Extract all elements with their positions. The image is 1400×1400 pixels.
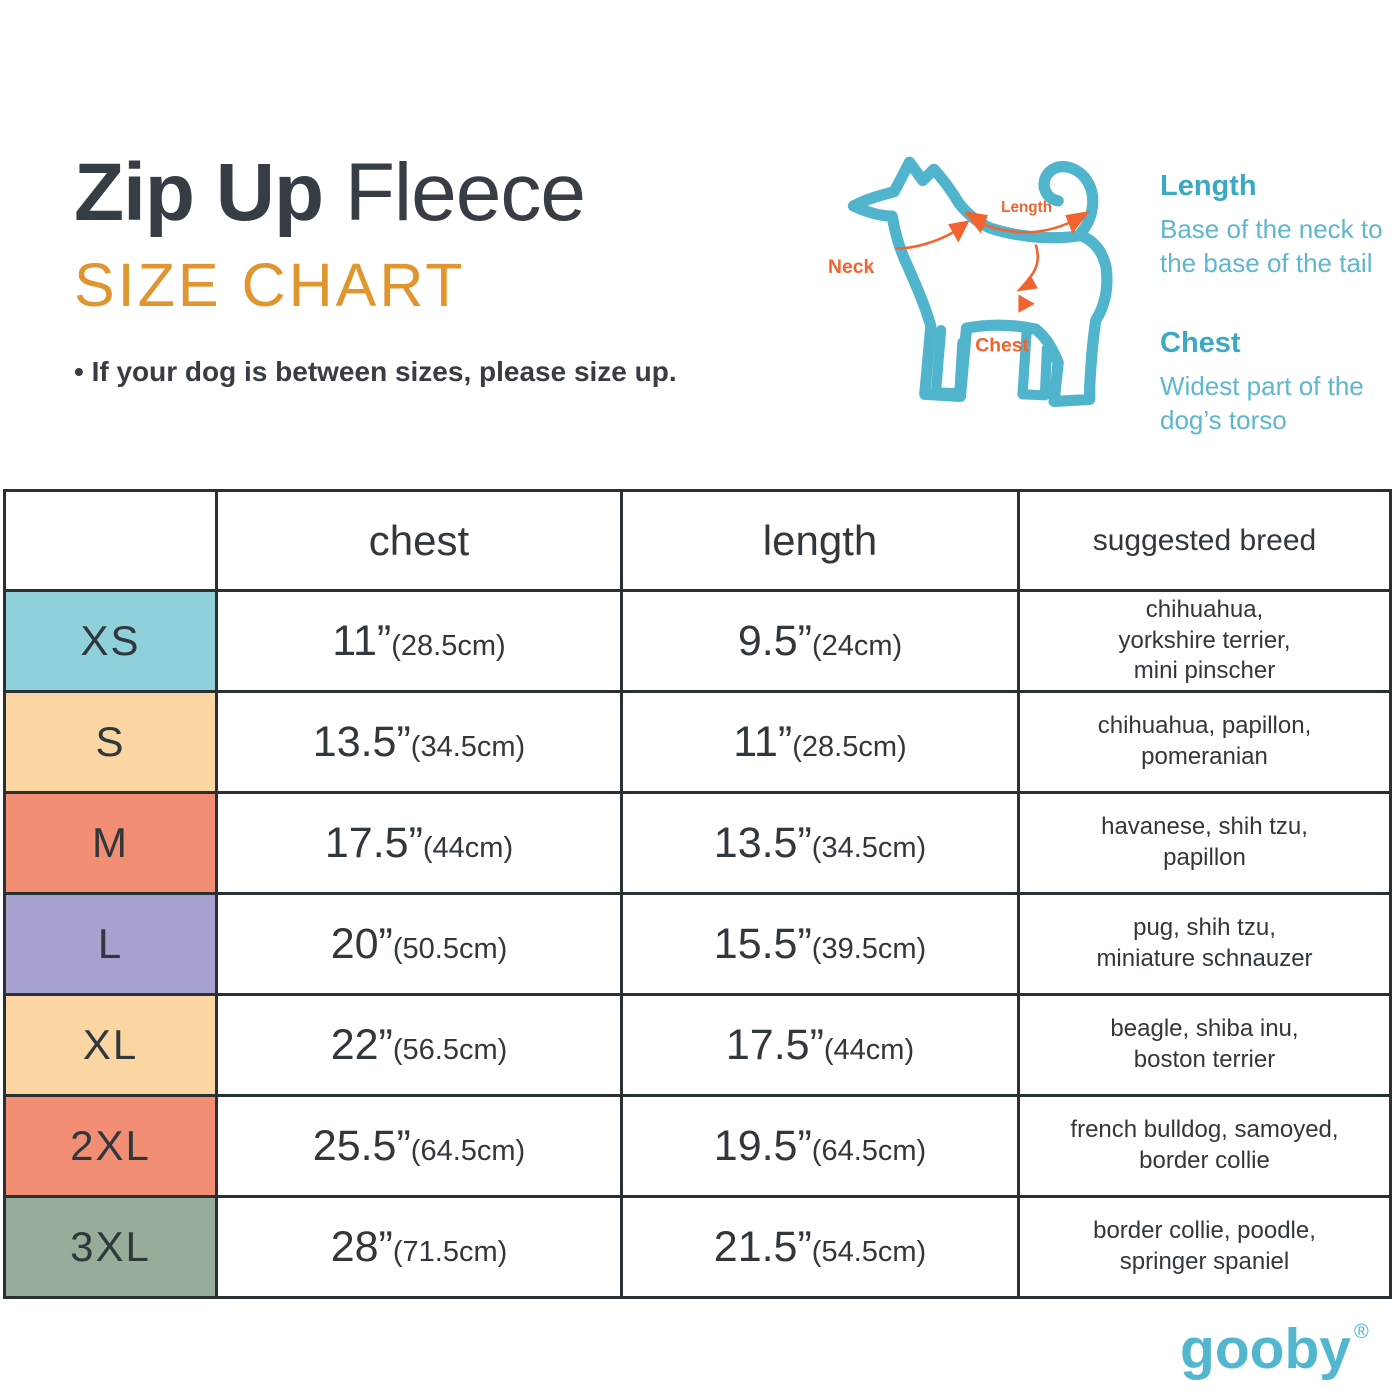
table-row-s: S 13.5”(34.5cm) 11”(28.5cm) chihuahua, p…: [3, 690, 1392, 794]
suggested-breeds: havanese, shih tzu, papillon: [1017, 791, 1392, 895]
header-breed-cell: suggested breed: [1017, 489, 1392, 592]
sizing-note: • If your dog is between sizes, please s…: [74, 356, 677, 387]
length-value: 9.5”(24cm): [620, 589, 1020, 693]
neck-arrow-line: [895, 229, 958, 250]
chest-value: 17.5”(44cm): [215, 791, 623, 895]
product-name: Zip Up: [74, 147, 324, 238]
size-badge-l: L: [3, 892, 218, 996]
suggested-breeds: border collie, poodle, springer spaniel: [1017, 1195, 1392, 1299]
table-row-3xl: 3XL 28”(71.5cm) 21.5”(54.5cm) border col…: [3, 1195, 1392, 1299]
table-row-xl: XL 22”(56.5cm) 17.5”(44cm) beagle, shiba…: [3, 993, 1392, 1097]
length-arrowhead-left-icon: [963, 211, 988, 234]
dog-body-outline: [847, 156, 1113, 408]
length-value: 11”(28.5cm): [620, 690, 1020, 794]
subtitle-size-chart: SIZE CHART: [74, 251, 466, 319]
chest-value: 25.5”(64.5cm): [215, 1094, 623, 1198]
length-cm: (24cm): [811, 629, 903, 662]
chest-value: 28”(71.5cm): [215, 1195, 623, 1299]
brand-logo: gooby ®: [1180, 1316, 1369, 1382]
product-variant: Fleece: [323, 147, 586, 238]
header-size-cell: [3, 489, 218, 592]
suggested-breeds: pug, shih tzu, miniature schnauzer: [1017, 892, 1392, 996]
chest-cm: (34.5cm): [410, 730, 526, 763]
chest-inches: 22”: [330, 1020, 393, 1069]
neck-label: Neck: [828, 256, 874, 278]
chest-value: 20”(50.5cm): [215, 892, 623, 996]
header-chest-cell: chest: [215, 489, 623, 592]
chest-label: Chest: [975, 335, 1029, 357]
length-arrowhead-right-icon: [1065, 211, 1090, 234]
length-inches: 11”: [733, 717, 793, 766]
legend-definition-length: Base of the neck to the base of the tail: [1160, 214, 1383, 279]
legend-term-chest: Chest: [1160, 326, 1241, 359]
legend-term-length: Length: [1160, 170, 1257, 202]
chest-inches: 11”: [332, 616, 392, 665]
dog-tail: [1038, 161, 1099, 240]
chest-inches: 17.5”: [324, 818, 423, 867]
chest-arrow-line: [1026, 244, 1040, 282]
length-inches: 15.5”: [713, 919, 812, 968]
chest-inches: 13.5”: [312, 717, 411, 766]
suggested-breeds: beagle, shiba inu, boston terrier: [1017, 993, 1392, 1097]
table-header-row: chest length suggested breed: [3, 489, 1392, 592]
size-badge-m: M: [3, 791, 218, 895]
header: Zip Up Fleece SIZE CHART • If your dog i…: [74, 152, 677, 388]
dog-measurement-diagram: Length Neck Chest: [828, 156, 1113, 408]
length-cm: (64.5cm): [811, 1134, 927, 1167]
size-badge-s: S: [3, 690, 218, 794]
length-value: 17.5”(44cm): [620, 993, 1020, 1097]
length-value: 15.5”(39.5cm): [620, 892, 1020, 996]
table-row-l: L 20”(50.5cm) 15.5”(39.5cm) pug, shih tz…: [3, 892, 1392, 996]
chest-inches: 28”: [330, 1222, 393, 1271]
suggested-breeds: french bulldog, samoyed, border collie: [1017, 1094, 1392, 1198]
chest-cm: (64.5cm): [410, 1134, 526, 1167]
length-cm: (54.5cm): [811, 1235, 927, 1268]
chest-value: 11”(28.5cm): [215, 589, 623, 693]
size-badge-3xl: 3XL: [3, 1195, 218, 1299]
table-row-2xl: 2XL 25.5”(64.5cm) 19.5”(64.5cm) french b…: [3, 1094, 1392, 1198]
length-inches: 9.5”: [737, 616, 812, 665]
measurement-legend: Length Base of the neck to the base of t…: [1160, 170, 1395, 437]
length-cm: (44cm): [823, 1033, 915, 1066]
length-inches: 19.5”: [713, 1121, 812, 1170]
length-inches: 17.5”: [725, 1020, 824, 1069]
size-badge-xs: XS: [3, 589, 218, 693]
dog-far-rear-leg: [1017, 327, 1053, 401]
table-row-xs: XS 11”(28.5cm) 9.5”(24cm) chihuahua, yor…: [3, 589, 1392, 693]
chest-cm: (71.5cm): [392, 1235, 508, 1268]
page-title: Zip Up Fleece: [74, 152, 677, 234]
registered-mark-icon: ®: [1353, 1321, 1369, 1343]
chest-value: 22”(56.5cm): [215, 993, 623, 1097]
suggested-breeds: chihuahua, yorkshire terrier, mini pinsc…: [1017, 589, 1392, 693]
chest-cm: (44cm): [422, 831, 514, 864]
length-arrow-line: [980, 220, 1073, 234]
header-length-cell: length: [620, 489, 1020, 592]
length-value: 13.5”(34.5cm): [620, 791, 1020, 895]
length-value: 21.5”(54.5cm): [620, 1195, 1020, 1299]
chest-cm: (56.5cm): [392, 1033, 508, 1066]
length-label: Length: [1001, 199, 1052, 216]
neck-arrowhead-icon: [948, 220, 970, 243]
length-inches: 21.5”: [713, 1222, 812, 1271]
size-table: chest length suggested breed XS 11”(28.5…: [3, 489, 1392, 1299]
chest-triangle-icon: [1018, 294, 1035, 313]
length-cm: (34.5cm): [811, 831, 927, 864]
chest-inches: 20”: [330, 919, 393, 968]
chest-cm: (28.5cm): [391, 629, 506, 662]
length-inches: 13.5”: [713, 818, 812, 867]
size-badge-xl: XL: [3, 993, 218, 1097]
chest-arrowhead-icon: [1016, 275, 1038, 292]
size-badge-2xl: 2XL: [3, 1094, 218, 1198]
chest-value: 13.5”(34.5cm): [215, 690, 623, 794]
brand-name: gooby: [1180, 1317, 1351, 1381]
legend-definition-chest: Widest part of the dog’s torso: [1160, 370, 1364, 435]
length-value: 19.5”(64.5cm): [620, 1094, 1020, 1198]
table-row-m: M 17.5”(44cm) 13.5”(34.5cm) havanese, sh…: [3, 791, 1392, 895]
length-cm: (39.5cm): [811, 932, 927, 965]
chest-cm: (50.5cm): [392, 932, 508, 965]
suggested-breeds: chihuahua, papillon, pomeranian: [1017, 690, 1392, 794]
chest-inches: 25.5”: [312, 1121, 411, 1170]
length-cm: (28.5cm): [792, 730, 907, 763]
